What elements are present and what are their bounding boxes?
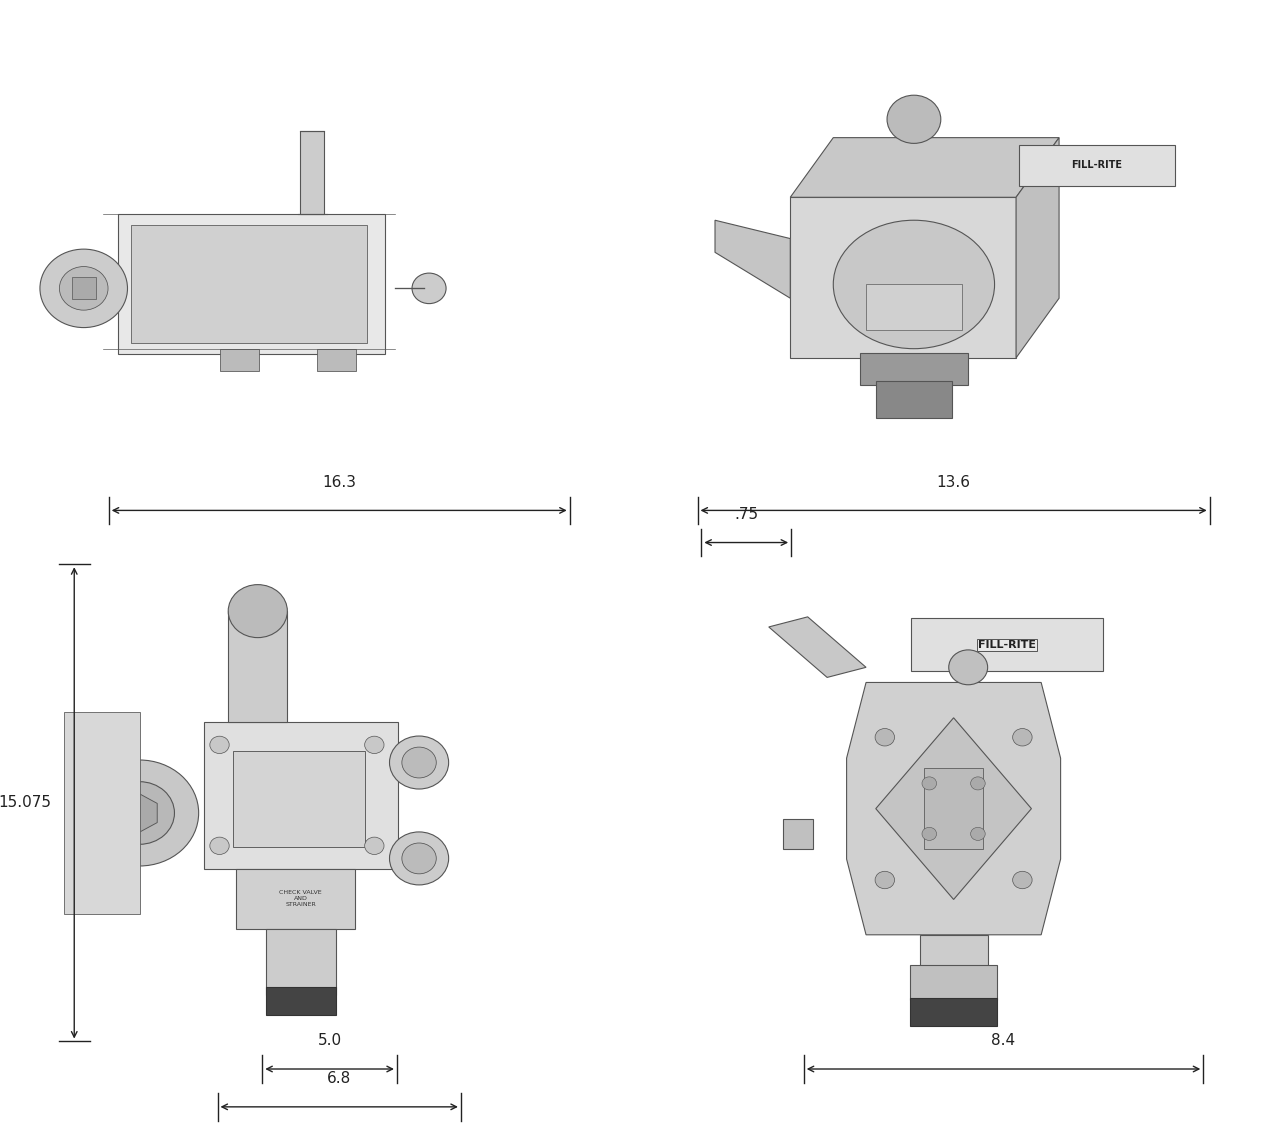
FancyBboxPatch shape	[228, 611, 287, 723]
FancyBboxPatch shape	[300, 132, 325, 214]
Polygon shape	[769, 617, 867, 678]
Circle shape	[365, 736, 384, 754]
FancyBboxPatch shape	[220, 350, 259, 372]
FancyBboxPatch shape	[790, 197, 1016, 358]
FancyBboxPatch shape	[865, 284, 963, 330]
Circle shape	[922, 777, 937, 790]
Circle shape	[412, 273, 447, 304]
Text: FILL-RITE: FILL-RITE	[978, 640, 1036, 649]
Circle shape	[105, 782, 174, 844]
Polygon shape	[790, 138, 1059, 197]
Circle shape	[59, 266, 108, 310]
FancyBboxPatch shape	[237, 868, 355, 929]
Text: 13.6: 13.6	[937, 475, 970, 490]
Circle shape	[228, 585, 287, 638]
FancyBboxPatch shape	[910, 965, 997, 1000]
FancyBboxPatch shape	[72, 278, 96, 299]
Circle shape	[1012, 728, 1032, 746]
Text: CHECK VALVE
AND
STRAINER: CHECK VALVE AND STRAINER	[279, 890, 323, 907]
Circle shape	[365, 837, 384, 855]
FancyBboxPatch shape	[204, 723, 398, 868]
FancyBboxPatch shape	[266, 929, 335, 994]
Circle shape	[40, 249, 128, 328]
FancyBboxPatch shape	[860, 353, 968, 385]
Circle shape	[948, 650, 988, 685]
FancyBboxPatch shape	[783, 819, 813, 849]
Text: 16.3: 16.3	[323, 475, 356, 490]
FancyBboxPatch shape	[233, 751, 365, 846]
FancyBboxPatch shape	[266, 988, 335, 1015]
Text: FILL-RITE: FILL-RITE	[1071, 161, 1123, 170]
FancyBboxPatch shape	[910, 998, 997, 1025]
Polygon shape	[846, 682, 1061, 935]
Circle shape	[1012, 872, 1032, 889]
FancyBboxPatch shape	[919, 935, 988, 970]
Circle shape	[389, 736, 448, 789]
Text: 15.075: 15.075	[0, 795, 51, 811]
Circle shape	[970, 827, 986, 841]
Ellipse shape	[833, 220, 995, 349]
Polygon shape	[1016, 138, 1059, 358]
Polygon shape	[876, 718, 1032, 899]
Circle shape	[402, 747, 436, 778]
FancyBboxPatch shape	[1019, 145, 1175, 186]
Circle shape	[876, 728, 895, 746]
Polygon shape	[716, 220, 790, 298]
FancyBboxPatch shape	[911, 618, 1103, 671]
Circle shape	[210, 837, 229, 855]
Circle shape	[402, 843, 436, 874]
FancyBboxPatch shape	[131, 226, 366, 343]
FancyBboxPatch shape	[877, 381, 951, 418]
Text: 6.8: 6.8	[328, 1071, 351, 1086]
Text: 5.0: 5.0	[317, 1033, 342, 1048]
Polygon shape	[122, 794, 157, 833]
Circle shape	[389, 832, 448, 885]
Circle shape	[922, 827, 937, 841]
Text: .75: .75	[735, 507, 758, 522]
FancyBboxPatch shape	[64, 712, 140, 914]
Text: 8.4: 8.4	[992, 1033, 1015, 1048]
Circle shape	[970, 777, 986, 790]
FancyBboxPatch shape	[317, 350, 356, 372]
Circle shape	[210, 736, 229, 754]
Circle shape	[887, 95, 941, 143]
FancyBboxPatch shape	[118, 214, 385, 353]
FancyBboxPatch shape	[924, 768, 983, 849]
Circle shape	[876, 872, 895, 889]
Circle shape	[81, 760, 198, 866]
